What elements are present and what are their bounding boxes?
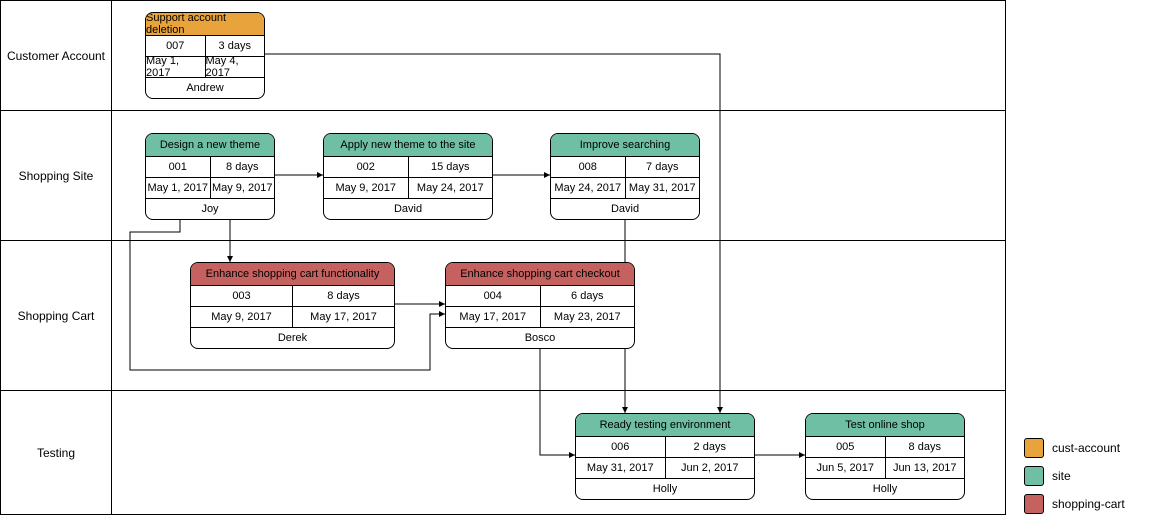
card-id: 005 [806, 437, 886, 457]
card-end: May 31, 2017 [626, 178, 700, 198]
card-person: Andrew [146, 78, 264, 98]
card-person: Holly [576, 479, 754, 499]
card-person: Joy [146, 199, 274, 219]
task-card: Apply new theme to the site00215 daysMay… [323, 133, 493, 220]
card-end: Jun 13, 2017 [886, 458, 965, 478]
card-id: 001 [146, 157, 211, 177]
card-id: 002 [324, 157, 409, 177]
task-card: Design a new theme0018 daysMay 1, 2017Ma… [145, 133, 275, 220]
card-person: David [324, 199, 492, 219]
legend-swatch [1024, 494, 1044, 514]
card-title: Ready testing environment [576, 414, 754, 437]
card-end: Jun 2, 2017 [666, 458, 755, 478]
task-card: Enhance shopping cart checkout0046 daysM… [445, 262, 635, 349]
card-duration: 8 days [293, 286, 394, 306]
card-start: May 24, 2017 [551, 178, 626, 198]
card-title: Enhance shopping cart checkout [446, 263, 634, 286]
card-end: May 9, 2017 [211, 178, 275, 198]
card-duration: 3 days [206, 36, 265, 56]
card-duration: 7 days [626, 157, 700, 177]
legend-swatch [1024, 466, 1044, 486]
lane-sep [111, 1, 112, 110]
card-duration: 15 days [409, 157, 493, 177]
card-person: Bosco [446, 328, 634, 348]
legend-label: cust-account [1052, 441, 1120, 455]
card-id: 008 [551, 157, 626, 177]
task-card: Improve searching0087 daysMay 24, 2017Ma… [550, 133, 700, 220]
lane-sep [111, 241, 112, 390]
legend-item: cust-account [1024, 434, 1139, 462]
lane-label: Shopping Cart [1, 241, 111, 390]
card-end: May 4, 2017 [206, 57, 265, 77]
lane-label: Testing [1, 391, 111, 514]
card-person: David [551, 199, 699, 219]
card-end: May 17, 2017 [293, 307, 394, 327]
card-duration: 8 days [211, 157, 275, 177]
card-duration: 6 days [541, 286, 635, 306]
card-start: May 17, 2017 [446, 307, 541, 327]
card-start: May 1, 2017 [146, 178, 211, 198]
card-person: Derek [191, 328, 394, 348]
card-id: 003 [191, 286, 293, 306]
swimlane-diagram: Customer Account Shopping Site Shopping … [0, 0, 1149, 528]
lane-sep [111, 111, 112, 240]
lane-sep [111, 391, 112, 514]
legend-label: site [1052, 469, 1071, 483]
card-start: Jun 5, 2017 [806, 458, 886, 478]
card-id: 006 [576, 437, 666, 457]
legend: cust-account site shopping-cart [1024, 434, 1139, 518]
card-title: Support account deletion [146, 13, 264, 36]
card-title: Design a new theme [146, 134, 274, 157]
legend-label: shopping-cart [1052, 497, 1125, 511]
card-title: Improve searching [551, 134, 699, 157]
card-title: Apply new theme to the site [324, 134, 492, 157]
card-duration: 8 days [886, 437, 965, 457]
lane-label: Shopping Site [1, 111, 111, 240]
card-start: May 1, 2017 [146, 57, 206, 77]
task-card: Support account deletion0073 daysMay 1, … [145, 12, 265, 99]
card-id: 007 [146, 36, 206, 56]
card-start: May 9, 2017 [191, 307, 293, 327]
task-card: Enhance shopping cart functionality0038 … [190, 262, 395, 349]
card-id: 004 [446, 286, 541, 306]
task-card: Ready testing environment0062 daysMay 31… [575, 413, 755, 500]
legend-item: site [1024, 462, 1139, 490]
card-person: Holly [806, 479, 964, 499]
lane-label: Customer Account [1, 1, 111, 110]
legend-swatch [1024, 438, 1044, 458]
card-title: Enhance shopping cart functionality [191, 263, 394, 286]
card-title: Test online shop [806, 414, 964, 437]
task-card: Test online shop0058 daysJun 5, 2017Jun … [805, 413, 965, 500]
card-start: May 9, 2017 [324, 178, 409, 198]
card-end: May 24, 2017 [409, 178, 493, 198]
legend-item: shopping-cart [1024, 490, 1139, 518]
card-end: May 23, 2017 [541, 307, 635, 327]
card-duration: 2 days [666, 437, 755, 457]
card-start: May 31, 2017 [576, 458, 666, 478]
